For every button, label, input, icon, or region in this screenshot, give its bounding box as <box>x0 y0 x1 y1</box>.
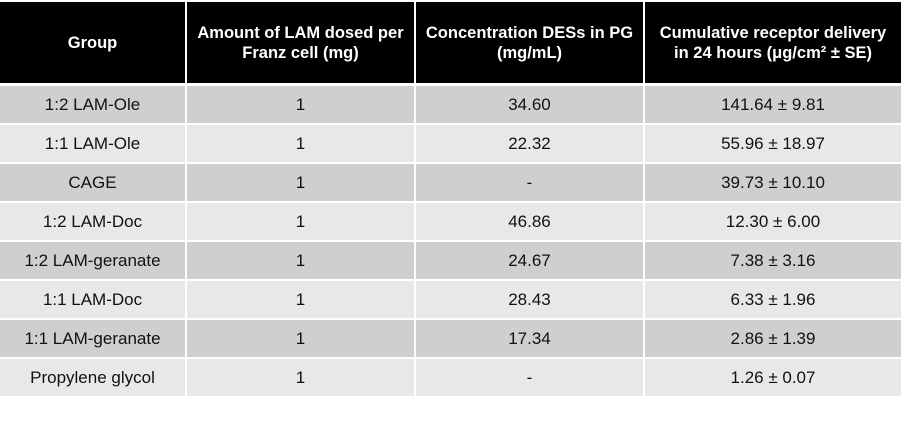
cell-amount: 1 <box>186 84 416 125</box>
cell-group: CAGE <box>0 163 187 203</box>
cell-concentration: 28.43 <box>415 280 645 320</box>
header-cumulative-delivery: Cumulative receptor delivery in 24 hours… <box>644 2 901 86</box>
header-concentration: Concentration DESs in PG (mg/mL) <box>415 2 645 86</box>
cell-concentration: 46.86 <box>415 202 645 242</box>
table-row: 1:2 LAM-Doc 1 46.86 12.30 ± 6.00 <box>0 202 901 242</box>
cell-delivery: 55.96 ± 18.97 <box>644 124 901 164</box>
table-row: 1:2 LAM-geranate 1 24.67 7.38 ± 3.16 <box>0 241 901 281</box>
table-row: 1:1 LAM-geranate 1 17.34 2.86 ± 1.39 <box>0 319 901 359</box>
cell-group: 1:1 LAM-Ole <box>0 124 187 164</box>
table-row: 1:1 LAM-Ole 1 22.32 55.96 ± 18.97 <box>0 124 901 164</box>
cell-amount: 1 <box>186 241 416 281</box>
table-row: Propylene glycol 1 - 1.26 ± 0.07 <box>0 358 901 398</box>
table-row: 1:1 LAM-Doc 1 28.43 6.33 ± 1.96 <box>0 280 901 320</box>
cell-group: Propylene glycol <box>0 358 187 398</box>
cell-amount: 1 <box>186 319 416 359</box>
cell-amount: 1 <box>186 358 416 398</box>
table-body: 1:2 LAM-Ole 1 34.60 141.64 ± 9.81 1:1 LA… <box>0 84 901 398</box>
cell-delivery: 141.64 ± 9.81 <box>644 84 901 125</box>
cell-delivery: 7.38 ± 3.16 <box>644 241 901 281</box>
cell-amount: 1 <box>186 202 416 242</box>
cell-delivery: 1.26 ± 0.07 <box>644 358 901 398</box>
cell-concentration: - <box>415 358 645 398</box>
cell-amount: 1 <box>186 280 416 320</box>
cell-delivery: 12.30 ± 6.00 <box>644 202 901 242</box>
cell-group: 1:2 LAM-Ole <box>0 84 187 125</box>
cell-group: 1:1 LAM-geranate <box>0 319 187 359</box>
table-row: CAGE 1 - 39.73 ± 10.10 <box>0 163 901 203</box>
header-group: Group <box>0 2 187 86</box>
cell-amount: 1 <box>186 124 416 164</box>
table-header: Group Amount of LAM dosed per Franz cell… <box>0 2 901 86</box>
cell-concentration: 17.34 <box>415 319 645 359</box>
data-table: Group Amount of LAM dosed per Franz cell… <box>0 2 901 398</box>
cell-concentration: 34.60 <box>415 84 645 125</box>
cell-amount: 1 <box>186 163 416 203</box>
cell-delivery: 2.86 ± 1.39 <box>644 319 901 359</box>
cell-delivery: 6.33 ± 1.96 <box>644 280 901 320</box>
table-row: 1:2 LAM-Ole 1 34.60 141.64 ± 9.81 <box>0 84 901 125</box>
cell-concentration: - <box>415 163 645 203</box>
cell-delivery: 39.73 ± 10.10 <box>644 163 901 203</box>
cell-concentration: 24.67 <box>415 241 645 281</box>
cell-group: 1:1 LAM-Doc <box>0 280 187 320</box>
header-row: Group Amount of LAM dosed per Franz cell… <box>0 2 901 86</box>
cell-group: 1:2 LAM-Doc <box>0 202 187 242</box>
cell-concentration: 22.32 <box>415 124 645 164</box>
header-amount: Amount of LAM dosed per Franz cell (mg) <box>186 2 416 86</box>
cell-group: 1:2 LAM-geranate <box>0 241 187 281</box>
